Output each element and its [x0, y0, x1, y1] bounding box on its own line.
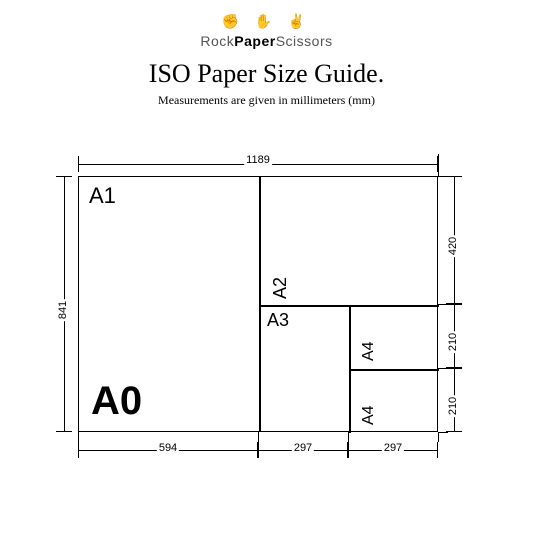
paper-diagram: A0 A1 A2 A3 A4 A4	[78, 176, 438, 432]
dim-right-a4bot: 210	[444, 368, 464, 432]
dim-right-a2: 420	[444, 176, 464, 304]
ext-b1	[78, 432, 79, 442]
label-a0: A0	[91, 381, 142, 421]
dim-right-a4top: 210	[444, 304, 464, 368]
brand-paper: Paper	[234, 33, 275, 49]
ext-r4	[438, 432, 448, 433]
dim-bottom-a4: 297	[348, 440, 438, 460]
logo-icons: ✊ ✋ ✌	[0, 14, 533, 31]
ext-r1	[438, 176, 448, 177]
ext-b4	[438, 432, 439, 442]
div-a1-right	[259, 177, 261, 431]
brand-name: RockPaperScissors	[0, 33, 533, 49]
label-a4-bot: A4	[361, 405, 377, 425]
label-a1: A1	[89, 185, 116, 207]
label-a2: A2	[271, 277, 289, 299]
dim-top-value: 1189	[244, 154, 272, 166]
dim-right-a4top-value: 210	[447, 331, 459, 353]
dim-left: 841	[54, 176, 74, 432]
dim-bottom-a3: 297	[258, 440, 348, 460]
ext-b2	[258, 432, 259, 442]
diagram-stage: 1189 841 A0 A1 A2 A3 A4 A4 420	[40, 140, 500, 510]
dim-right-a2-value: 420	[447, 235, 459, 257]
dim-bottom-a4-value: 297	[382, 442, 404, 454]
dim-bottom-a1: 594	[78, 440, 258, 460]
dim-bottom-a3-value: 297	[292, 442, 314, 454]
page-title: ISO Paper Size Guide.	[0, 59, 533, 89]
brand-scissors: Scissors	[276, 33, 333, 49]
dim-left-value: 841	[57, 299, 69, 321]
dim-top: 1189	[78, 154, 438, 174]
page-subtitle: Measurements are given in millimeters (m…	[0, 93, 533, 108]
div-a4-split	[349, 369, 439, 371]
dim-top-ext	[438, 154, 439, 176]
brand-rock: Rock	[200, 33, 234, 49]
ext-r3	[438, 368, 448, 369]
label-a3: A3	[267, 311, 289, 329]
dim-bottom-a1-value: 594	[157, 442, 179, 454]
dim-right-a4bot-value: 210	[447, 395, 459, 417]
label-a4-top: A4	[361, 341, 377, 361]
header: ✊ ✋ ✌ RockPaperScissors ISO Paper Size G…	[0, 0, 533, 108]
ext-r2	[438, 304, 448, 305]
ext-b3	[348, 432, 349, 442]
